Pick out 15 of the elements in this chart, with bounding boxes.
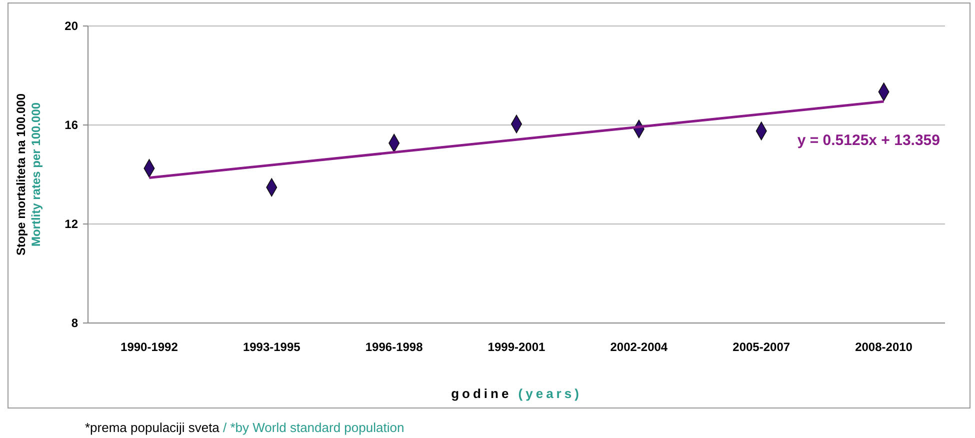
text: *prema populaciji sveta / *by World standard population xyxy=(85,420,404,435)
y-tick-label: 16 xyxy=(64,118,78,132)
annotation: y = 0.5125x + 13.359 xyxy=(797,132,940,149)
y-tick-label: 20 xyxy=(64,19,78,34)
x-tick-label: 2002-2004 xyxy=(610,340,668,354)
y-tick-label: 12 xyxy=(64,217,78,232)
x-tick-label: 1993-1995 xyxy=(242,340,301,354)
x-tick-label: 1990-1992 xyxy=(120,340,178,354)
y-tick-label: 8 xyxy=(71,316,78,330)
x-axis-title: godine (years) xyxy=(451,386,582,401)
y-axis-title: Stope mortaliteta na 100.000 Mortlity rates per 100.000 xyxy=(14,93,43,256)
x-tick-label: 1999-2001 xyxy=(488,340,546,354)
x-tick-label: 1996-1998 xyxy=(365,340,424,354)
x-tick-label: 2008-2010 xyxy=(855,340,913,354)
x-tick-label: 2005-2007 xyxy=(732,340,790,354)
